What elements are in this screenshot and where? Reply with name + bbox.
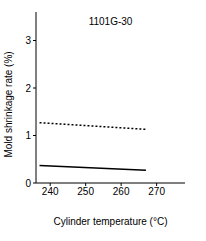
- svg-text:3: 3: [25, 35, 31, 46]
- svg-text:Mold shrinkage rate (%): Mold shrinkage rate (%): [8, 51, 14, 157]
- svg-text:240: 240: [42, 186, 59, 197]
- html-text:1101G-30: 1101G-30: [88, 16, 133, 27]
- svg-text:260: 260: [113, 186, 130, 197]
- svg-text:270: 270: [148, 186, 165, 197]
- svg-text:250: 250: [77, 186, 94, 197]
- svg-text:2: 2: [25, 83, 31, 94]
- svg-text:1: 1: [25, 130, 31, 141]
- svg-text:Cylinder temperature (°C): Cylinder temperature (°C): [53, 216, 167, 227]
- svg-text:0: 0: [25, 178, 31, 189]
